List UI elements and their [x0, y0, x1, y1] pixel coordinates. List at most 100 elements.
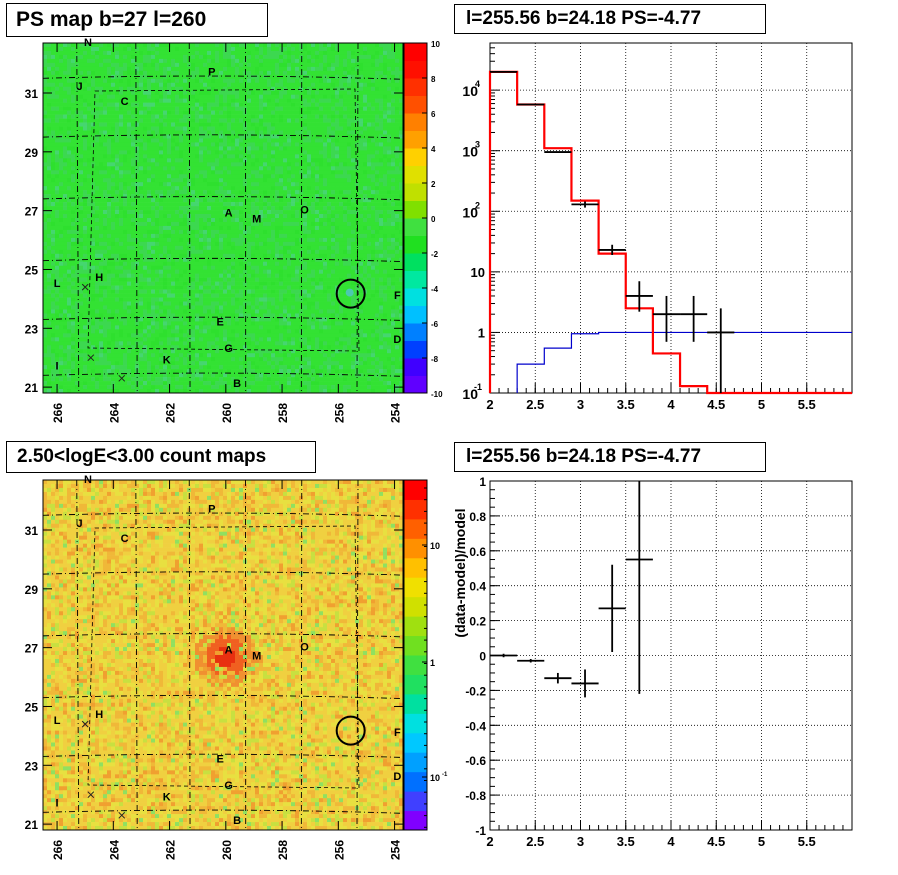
colorbar-1-step [404, 340, 427, 359]
spectrum-ytick-label: 10 [471, 265, 485, 280]
map-1-source-cross [81, 283, 89, 291]
residual-xtick-label: 4.5 [707, 834, 725, 849]
map-2-frame [42, 479, 404, 831]
residual-data-point [571, 669, 599, 698]
map-2-ytick-label: 21 [25, 818, 39, 832]
colorbar-2-step [404, 557, 427, 578]
map-2-ytick-label: 29 [25, 583, 39, 597]
spectrum-ytick-label: 10 [462, 386, 478, 402]
map-2-xtick-label: 256 [332, 840, 346, 860]
colorbar-1-step [404, 218, 427, 236]
colorbar-1-label: -6 [431, 320, 439, 329]
map-1-source-cross [118, 374, 126, 382]
source-label-i: I [56, 360, 59, 372]
colorbar-2-step [404, 771, 427, 792]
residual-data-point [490, 653, 518, 658]
map-2-source-cross [87, 791, 95, 799]
source-label-a: A [225, 208, 233, 220]
spectrum-ytick-label: 10 [462, 204, 478, 220]
map-2-pixels [43, 480, 404, 831]
spectrum-ytick-label: 10 [462, 83, 478, 99]
residual-y-axis-label: (data-model)/model [452, 508, 468, 637]
colorbar-1-step [404, 305, 427, 324]
residual-xtick-label: 2 [486, 834, 493, 849]
source-label-b: B [233, 378, 241, 390]
colorbar-1-label: -10 [431, 390, 443, 399]
residual-ytick-label: 1 [479, 475, 486, 489]
colorbar-1-step [404, 113, 427, 131]
map-2-ytick-label: 31 [25, 524, 39, 538]
source-label-h: H [95, 709, 103, 721]
spectrum-ytick-exponent: 4 [475, 79, 480, 89]
residual-ytick-label: 0 [479, 650, 486, 664]
spectrum-data-point [707, 308, 735, 393]
spectrum-ytick-exponent: 3 [475, 140, 480, 150]
residual-ytick-label: 0.6 [469, 545, 486, 559]
source-label-o: O [300, 205, 309, 217]
colorbar-1-label: 4 [431, 145, 436, 154]
map1-title: PS map b=27 l=260 [6, 3, 268, 37]
spectrum-xtick-label: 2.5 [526, 397, 544, 412]
spectrum-data-point [625, 281, 653, 312]
colorbar-1-label: -8 [431, 355, 439, 364]
residual-xtick-label: 3 [577, 834, 584, 849]
map-1-xtick-label: 256 [332, 403, 346, 423]
map-2-xtick-label: 260 [220, 840, 234, 860]
source-label-c: C [121, 96, 129, 108]
source-label-k: K [163, 355, 171, 367]
colorbar-2-exponent: -1 [442, 772, 448, 778]
colorbar-1-step [404, 270, 427, 289]
spectrum-data-point [571, 201, 599, 208]
colorbar-1-step [404, 288, 427, 306]
map-1-candidate-spot [345, 288, 354, 297]
spectrum-grid [490, 43, 852, 393]
residual-ytick-label: -1 [475, 824, 486, 838]
colorbar-1-label: 6 [431, 110, 436, 119]
spectrum-xtick-label: 3.5 [617, 397, 635, 412]
residual-xtick-label: 5.5 [798, 834, 816, 849]
map-1-ytick-label: 25 [25, 263, 39, 277]
map-2-xtick-label: 266 [51, 840, 65, 860]
source-label-p: P [208, 66, 215, 78]
residual-ytick-label: -0.4 [465, 719, 486, 733]
colorbar-2-step [404, 538, 427, 559]
map-1-xtick-label: 266 [51, 403, 65, 423]
colorbar-1-label: 8 [431, 75, 436, 84]
spectrum-ytick-exponent: -1 [474, 382, 482, 392]
colorbar-2-step [404, 480, 427, 500]
spectrum-xtick-label: 5 [758, 397, 765, 412]
source-label-p: P [208, 503, 215, 515]
source-label-j: J [77, 81, 83, 93]
map-1-ytick-label: 31 [25, 87, 39, 101]
spectrum-xtick-label: 4.5 [707, 397, 725, 412]
colorbar-2-step [404, 577, 427, 598]
colorbar-1-step [404, 95, 427, 114]
residual-data-point [598, 564, 626, 653]
colorbar-1-label: 0 [431, 215, 436, 224]
colorbar-2-step [404, 518, 427, 539]
map-2-source-cross [118, 811, 126, 819]
spectrum-xtick-label: 2 [486, 397, 493, 412]
colorbar-2-step [404, 713, 427, 734]
residual-xtick-label: 3.5 [617, 834, 635, 849]
colorbar-1-step [404, 200, 427, 219]
map-1-source-cross [87, 354, 95, 362]
colorbar-2-step [404, 499, 427, 520]
colorbar-2-step [404, 616, 427, 637]
colorbar-2-frame [403, 479, 428, 831]
spectrum-xtick-label: 5.5 [798, 397, 816, 412]
map-1-coord-grid [42, 42, 404, 394]
map-1-xtick-label: 264 [107, 403, 121, 423]
colorbar-1-label: -2 [431, 250, 439, 259]
map-2-ytick-label: 25 [25, 700, 39, 714]
source-label-h: H [95, 272, 103, 284]
spectrum-ytick-exponent: 2 [475, 200, 480, 210]
residual-ytick-label: 0.4 [469, 580, 486, 594]
map-1-xtick-label: 258 [276, 403, 290, 423]
residual-title: l=255.56 b=24.18 PS=-4.77 [454, 442, 766, 472]
residual-grid [490, 481, 852, 830]
map-2-ytick-label: 23 [25, 759, 39, 773]
source-label-g: G [224, 343, 233, 355]
map-2-xtick-label: 262 [164, 840, 178, 860]
source-label-o: O [300, 642, 309, 654]
